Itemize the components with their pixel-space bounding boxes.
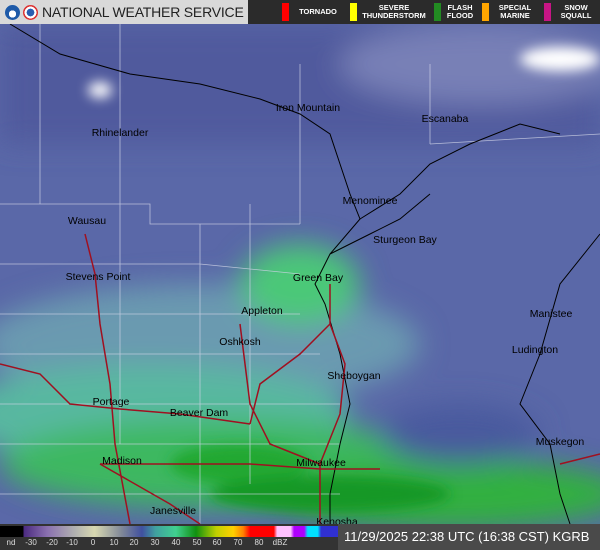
city-label: Sheboygan bbox=[327, 370, 381, 382]
reflectivity-color-scale bbox=[0, 526, 338, 537]
legend-tick: 80 bbox=[254, 538, 264, 547]
warning-swatch bbox=[544, 3, 551, 21]
city-label: Manistee bbox=[529, 308, 573, 320]
timestamp: 11/29/2025 22:38 UTC (16:38 CST) KGRB bbox=[338, 524, 600, 550]
city-label: Oshkosh bbox=[219, 336, 261, 348]
page-title: NATIONAL WEATHER SERVICE bbox=[42, 4, 244, 20]
header-brand: NATIONAL WEATHER SERVICE bbox=[0, 0, 248, 24]
city-label: Portage bbox=[92, 396, 130, 408]
radar-map[interactable] bbox=[0, 24, 600, 524]
city-label: Menominee bbox=[342, 195, 398, 207]
legend-tick: 70 bbox=[233, 538, 243, 547]
warning-special-marine: SPECIAL MARINE bbox=[482, 3, 536, 21]
city-label: Wausau bbox=[67, 215, 107, 227]
legend-tick: 30 bbox=[150, 538, 160, 547]
warning-label: FLASH FLOOD bbox=[446, 3, 474, 20]
header: NATIONAL WEATHER SERVICE TORNADO SEVERE T… bbox=[0, 0, 600, 24]
warning-swatch bbox=[434, 3, 441, 21]
city-label: Escanaba bbox=[421, 113, 469, 125]
legend-tick: -30 bbox=[25, 538, 37, 547]
warning-snow-squall: SNOW SQUALL bbox=[544, 3, 596, 21]
reflectivity-legend: nd -30 -20 -10 0 10 20 30 40 50 60 70 80 dBZ bbox=[0, 524, 338, 550]
legend-tick: 10 bbox=[109, 538, 119, 547]
nws-logo bbox=[23, 4, 38, 20]
warning-label: TORNADO bbox=[299, 7, 337, 16]
legend-tick: -20 bbox=[46, 538, 58, 547]
warning-flash-flood: FLASH FLOOD bbox=[434, 3, 474, 21]
warning-legend: TORNADO SEVERE THUNDERSTORM FLASH FLOOD SPE… bbox=[248, 0, 600, 24]
legend-tick: 0 bbox=[90, 538, 96, 547]
legend-tick: 20 bbox=[129, 538, 139, 547]
city-label: Janesville bbox=[149, 505, 197, 517]
city-label: Beaver Dam bbox=[169, 407, 229, 419]
city-label: Milwaukee bbox=[296, 457, 346, 469]
warning-swatch bbox=[282, 3, 289, 21]
city-label: Appleton bbox=[241, 305, 283, 317]
legend-tick: 60 bbox=[212, 538, 222, 547]
city-label: Ludington bbox=[511, 344, 559, 356]
city-label: Iron Mountain bbox=[275, 102, 341, 114]
legend-tick: 40 bbox=[171, 538, 181, 547]
legend-tick: -10 bbox=[66, 538, 78, 547]
warning-swatch bbox=[482, 3, 489, 21]
city-label: Muskegon bbox=[535, 436, 585, 448]
city-label: Sturgeon Bay bbox=[373, 234, 437, 246]
city-label: Madison bbox=[102, 455, 142, 467]
city-label: Rhinelander bbox=[91, 127, 149, 139]
noaa-logo bbox=[5, 4, 20, 20]
warning-label: SPECIAL MARINE bbox=[498, 3, 532, 20]
legend-tick: 50 bbox=[192, 538, 202, 547]
warning-tornado: TORNADO bbox=[282, 3, 342, 21]
warning-swatch bbox=[350, 3, 357, 21]
warning-label: SNOW SQUALL bbox=[560, 3, 592, 20]
legend-tick: nd bbox=[6, 538, 16, 547]
city-label: Stevens Point bbox=[65, 271, 131, 283]
warning-severe-thunderstorm: SEVERE THUNDERSTORM bbox=[350, 3, 426, 21]
legend-tick: dBZ bbox=[272, 538, 288, 547]
warning-label: SEVERE THUNDERSTORM bbox=[362, 3, 426, 20]
city-label: Green Bay bbox=[292, 272, 344, 284]
